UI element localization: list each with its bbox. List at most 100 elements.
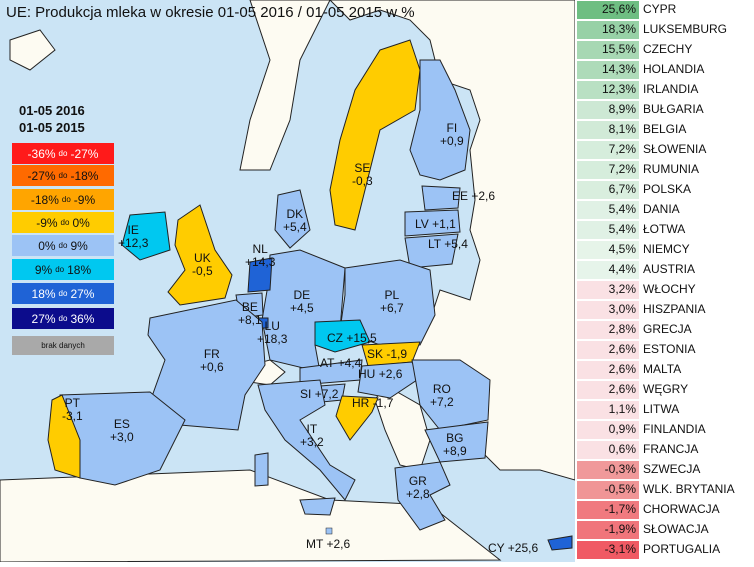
- ranking-country: LITWA: [643, 402, 680, 416]
- country-de: [261, 249, 346, 373]
- ranking-country: CYPR: [643, 2, 677, 16]
- country-it-sicily: [299, 497, 336, 516]
- ranking-row: -1,7% CHORWACJA: [577, 500, 754, 519]
- ranking-value-cell: [577, 541, 639, 559]
- legend-from: 9%: [34, 262, 53, 277]
- country-value: +2,6: [326, 537, 351, 551]
- ranking-value: -0,3%: [604, 462, 636, 476]
- ranking-value-cell: [577, 301, 639, 319]
- map-panel: UE: Produkcja mleka w okresie 01-05 2016…: [0, 0, 576, 563]
- country-code: RO: [432, 382, 451, 396]
- country-label-dk: DK +5,4: [283, 208, 307, 234]
- country-code: BG: [446, 431, 464, 445]
- ranking-country: ŁOTWA: [643, 222, 686, 236]
- country-code: SK: [367, 347, 384, 361]
- ranking-value-cell: [577, 81, 639, 99]
- europe-map: [0, 0, 576, 563]
- country-code: FI: [446, 121, 458, 135]
- ranking-country: CZECHY: [643, 42, 693, 56]
- country-value: +25,6: [507, 541, 539, 555]
- country-code: DK: [286, 207, 304, 221]
- legend-from: -36%: [27, 146, 56, 161]
- ranking-value-cell: [577, 341, 639, 359]
- legend-do: do: [58, 289, 68, 298]
- country-label-it: IT +3,2: [300, 423, 324, 449]
- legend-class: 18% do 27%: [12, 283, 114, 304]
- country-value: +3,0: [110, 430, 134, 444]
- ranking-value-cell: [577, 221, 639, 239]
- ranking-value: 8,1%: [608, 122, 636, 136]
- legend-class: -18% do -9%: [12, 189, 114, 210]
- ranking-country: CHORWACJA: [643, 502, 720, 516]
- ranking-value-cell: [577, 461, 639, 479]
- country-mt: [325, 527, 333, 535]
- country-label-si: SI +7,2: [300, 388, 338, 401]
- ranking-row: 0,9% FINLANDIA: [577, 420, 754, 439]
- country-code: BE: [241, 300, 258, 314]
- country-value: -0,5: [192, 264, 213, 278]
- ranking-row: 14,3% HOLANDIA: [577, 60, 754, 79]
- country-label-hu: HU +2,6: [358, 368, 402, 381]
- ranking-country: HOLANDIA: [643, 62, 705, 76]
- country-lt: [404, 233, 459, 269]
- ranking-value: 12,3%: [601, 82, 636, 96]
- ranking-value-cell: [577, 1, 639, 19]
- country-lv: [404, 209, 461, 237]
- country-value: +0,9: [440, 134, 464, 148]
- country-value: -3,1: [62, 409, 83, 423]
- ranking-row: 4,5% NIEMCY: [577, 240, 754, 259]
- country-label-hr: HR -1,7: [352, 397, 393, 410]
- country-label-pt: PT -3,1: [62, 397, 83, 423]
- ranking-value: -1,7%: [604, 502, 636, 516]
- legend-from: -27%: [27, 168, 56, 183]
- country-code: FR: [203, 347, 220, 361]
- country-se: [329, 39, 421, 231]
- country-gr: [394, 461, 451, 531]
- ranking-country: ESTONIA: [643, 342, 696, 356]
- country-uk: [167, 204, 233, 306]
- country-label-sk: SK -1,9: [367, 348, 407, 361]
- ranking-row: 0,6% FRANCJA: [577, 440, 754, 459]
- ranking-country: NIEMCY: [643, 242, 690, 256]
- country-code: NL: [252, 242, 268, 256]
- ranking-value-cell: [577, 141, 639, 159]
- legend-to: 27%: [70, 286, 95, 301]
- legend-class: -9% do 0%: [12, 212, 114, 233]
- ranking-country: POLSKA: [643, 182, 692, 196]
- country-label-ee: EE +2,6: [452, 190, 495, 203]
- country-label-pl: PL +6,7: [380, 289, 404, 315]
- ranking-row: 7,2% SŁOWENIA: [577, 140, 754, 159]
- country-ie: [121, 211, 171, 261]
- ranking-value-cell: [577, 381, 639, 399]
- ranking-value: 7,2%: [608, 142, 636, 156]
- country-label-cy: CY +25,6: [488, 542, 538, 555]
- ranking-row: -3,1% PORTUGALIA: [577, 540, 754, 559]
- country-label-lt: LT +5,4: [428, 238, 468, 251]
- ranking-row: 2,8% GRECJA: [577, 320, 754, 339]
- ranking-value: 25,6%: [601, 2, 636, 16]
- ranking-row: -1,9% SŁOWACJA: [577, 520, 754, 539]
- country-code: LU: [264, 319, 280, 333]
- ranking-country: WLK. BRYTANIA: [643, 482, 735, 496]
- country-code: GR: [408, 474, 427, 488]
- country-code: HR: [352, 396, 370, 410]
- country-value: +5,4: [444, 237, 468, 251]
- country-code: AT: [320, 356, 335, 370]
- ranking-country: WĘGRY: [643, 382, 689, 396]
- iceland: [9, 29, 56, 71]
- country-label-fi: FI +0,9: [440, 122, 464, 148]
- ranking-value: 18,3%: [601, 22, 636, 36]
- country-value: -1,7: [372, 396, 394, 410]
- country-it-sardinia: [254, 452, 269, 487]
- ranking-row: 3,0% HISZPANIA: [577, 300, 754, 319]
- legend-do: do: [58, 241, 68, 250]
- legend-from: 18%: [31, 286, 56, 301]
- legend-to: 9%: [70, 238, 88, 253]
- ranking-country: GRECJA: [643, 322, 692, 336]
- ranking-row: 4,4% AUSTRIA: [577, 260, 754, 279]
- country-label-cz: CZ +15,5: [327, 332, 377, 345]
- country-code: LT: [428, 237, 441, 251]
- ranking-country: IRLANDIA: [643, 82, 699, 96]
- legend-from: -9%: [36, 215, 58, 230]
- ranking-value-cell: [577, 441, 639, 459]
